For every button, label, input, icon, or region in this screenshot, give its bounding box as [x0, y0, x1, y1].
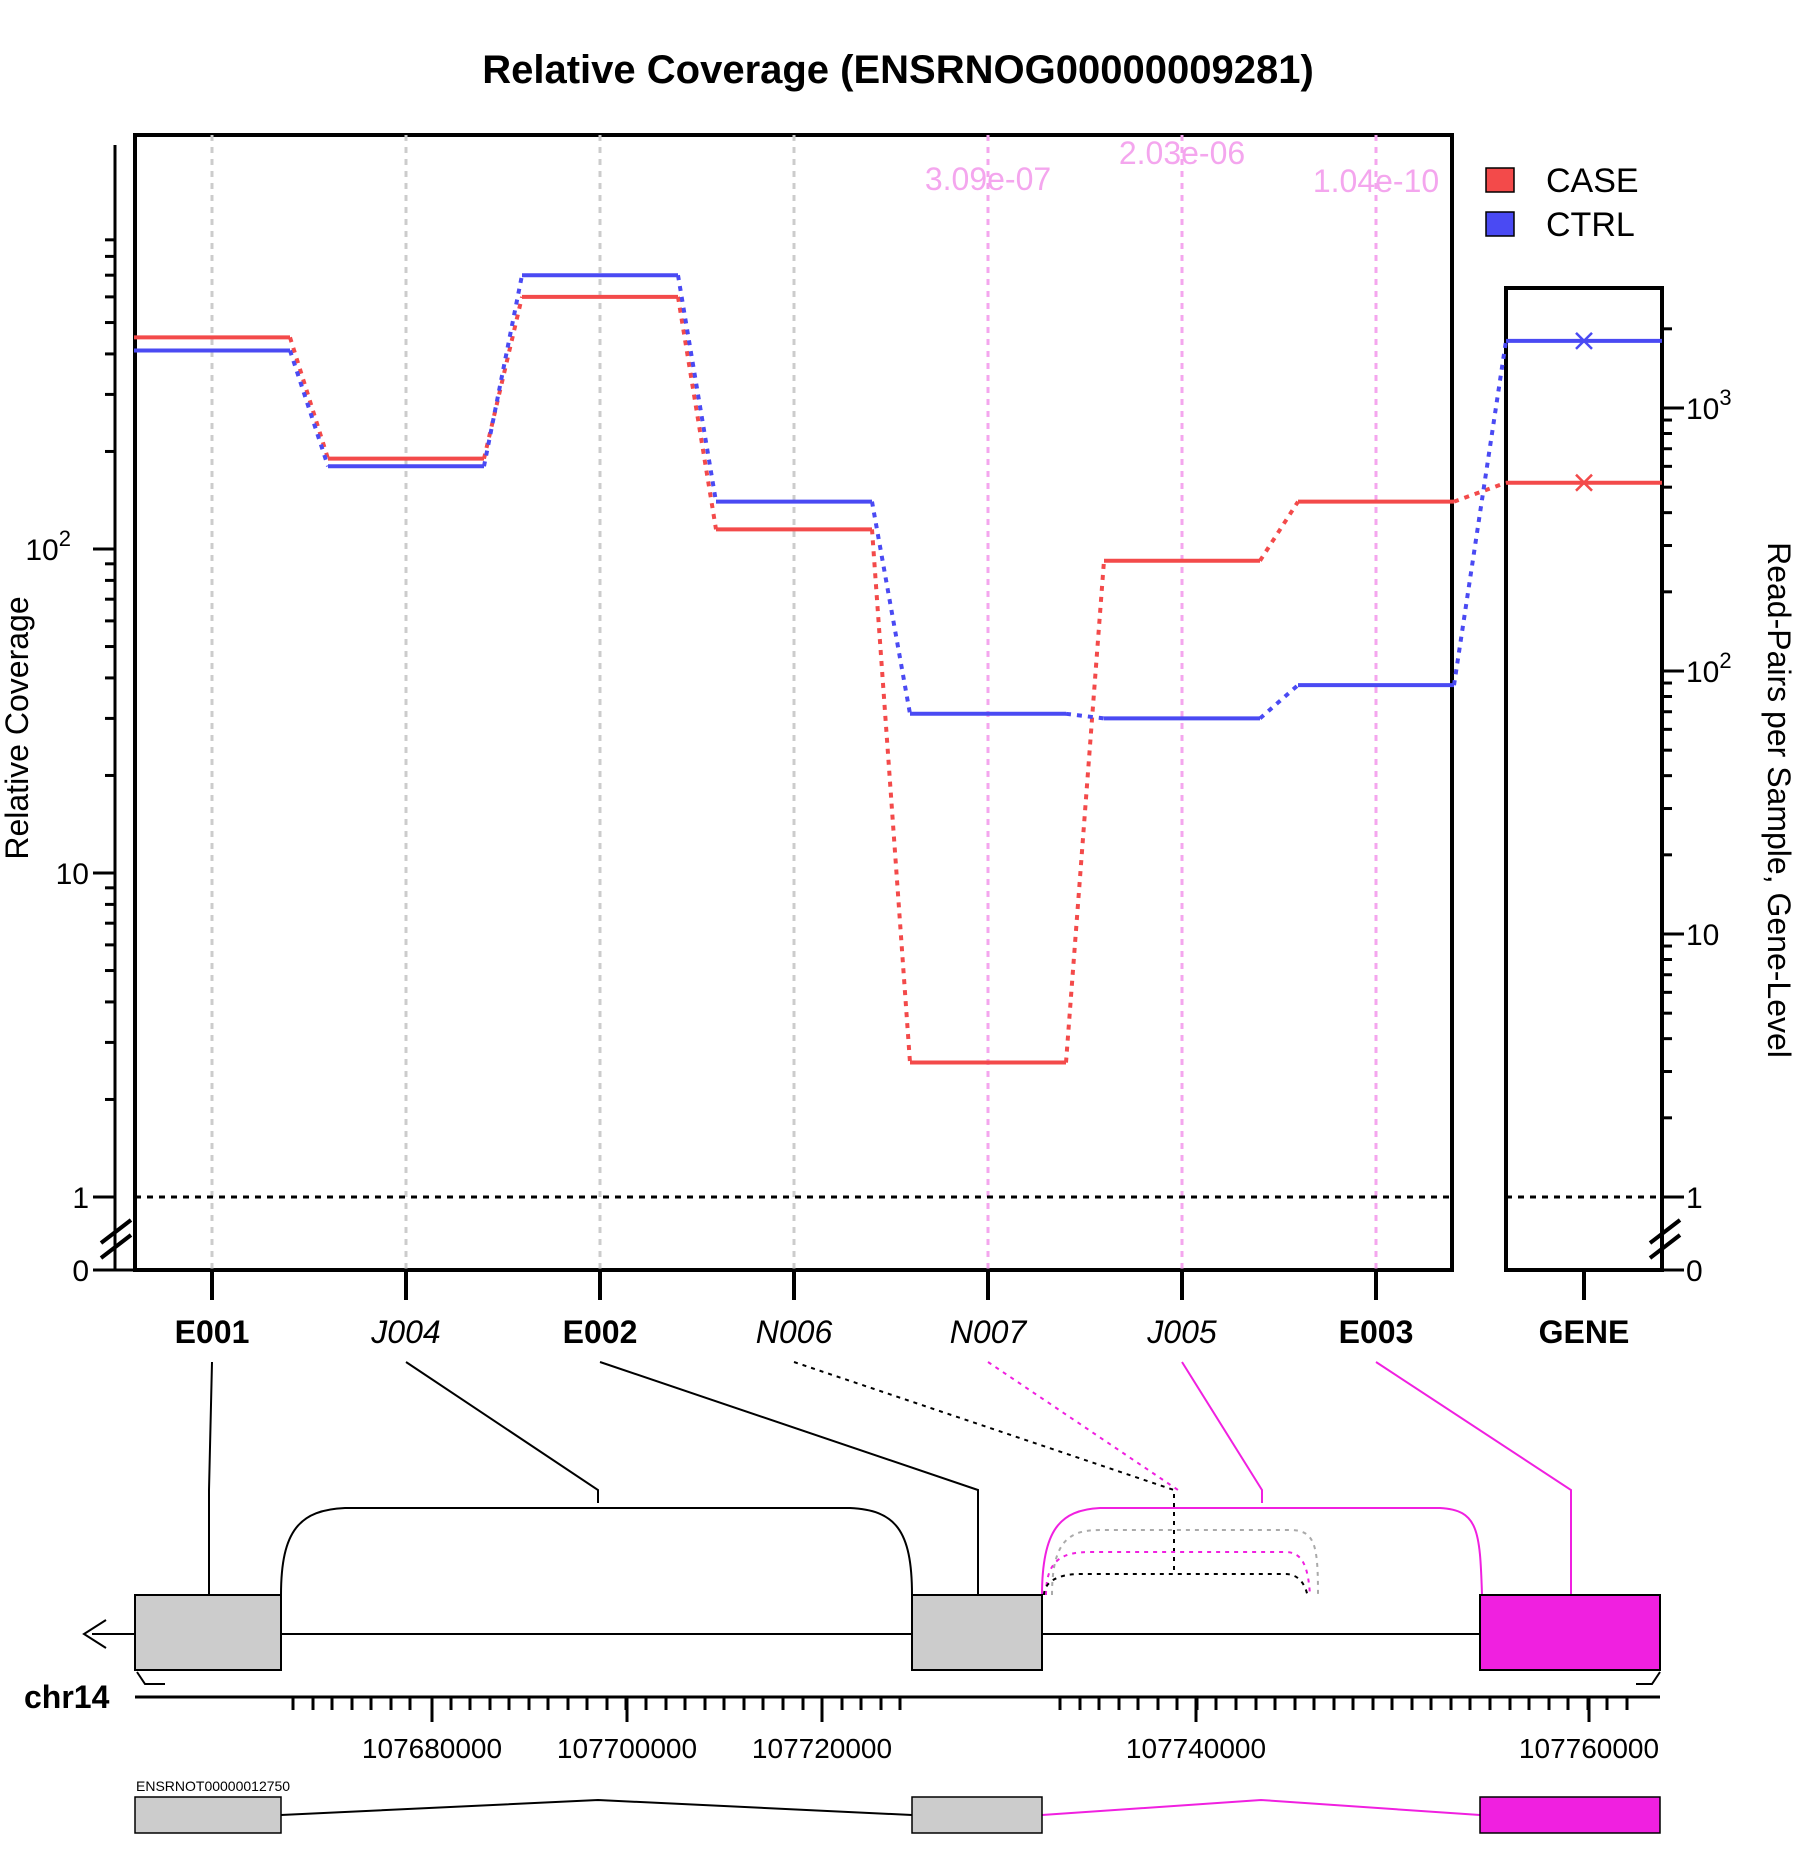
coord-label: 107720000	[752, 1733, 892, 1764]
novel-arc-n007	[1045, 1551, 1311, 1596]
axis-break-left-icon	[99, 1218, 133, 1260]
strand-arrow-icon	[82, 1619, 107, 1649]
legend-swatch-case	[1485, 167, 1515, 193]
series-ctrl-connector	[1065, 711, 1105, 721]
feature-label-e003: E003	[1339, 1314, 1414, 1350]
chart-title: Relative Coverage (ENSRNOG00000009281)	[482, 48, 1314, 92]
series-case-connector	[1064, 560, 1106, 1063]
transcript-label: ENSRNOT00000012750	[136, 1778, 290, 1794]
feature-connectors	[208, 1361, 1572, 1595]
coord-label: 107740000	[1126, 1733, 1266, 1764]
y-tick-label-right: 102	[1686, 648, 1732, 689]
series-ctrl-connector	[870, 501, 912, 715]
y-tick-label-right: 10	[1686, 919, 1719, 952]
coord-label: 107700000	[557, 1733, 697, 1764]
series-case-connector	[870, 529, 912, 1063]
coord-label: 107760000	[1519, 1733, 1659, 1764]
series-ctrl-gene-connector	[1452, 340, 1508, 686]
pvalue-label-j005: 2.03e-06	[1119, 135, 1245, 171]
feature-label-n006: N006	[756, 1314, 833, 1350]
series-case-gene-connector	[1453, 480, 1507, 504]
y-tick-label-left: 1	[72, 1182, 89, 1215]
chromosome-label: chr14	[24, 1679, 110, 1715]
exon-e003	[1479, 1594, 1661, 1671]
series-ctrl-connector	[1258, 683, 1300, 720]
series-case-connector	[676, 296, 718, 530]
transcript-intron-2	[1041, 1798, 1481, 1816]
transcript-exon-3	[1479, 1796, 1661, 1834]
gene-column-label: GENE	[1539, 1314, 1630, 1350]
connector-e002	[599, 1361, 979, 1595]
gene-plot-frame	[1504, 286, 1664, 1272]
exon-e001	[134, 1594, 282, 1671]
exon-e002	[911, 1594, 1043, 1671]
axis-break-right-icon	[1648, 1218, 1682, 1260]
connector-n007	[987, 1361, 1179, 1491]
junction-arc-j004	[280, 1507, 913, 1596]
legend-label-ctrl: CTRL	[1546, 206, 1635, 244]
gene-span-bracket-right	[1636, 1671, 1661, 1685]
feature-label-j005: J005	[1146, 1314, 1217, 1350]
gene-model	[82, 1507, 1661, 1685]
y-tick-label-left: 102	[25, 526, 71, 567]
junction-arc-j005	[1041, 1507, 1483, 1596]
feature-label-j004: J004	[370, 1314, 440, 1350]
legend-label-case: CASE	[1546, 162, 1639, 200]
y-tick-label-left: 10	[56, 858, 89, 891]
connector-j005	[1181, 1361, 1263, 1503]
series-case-connector	[288, 336, 330, 460]
legend-swatch-ctrl	[1485, 211, 1515, 237]
transcript-exon-1	[134, 1796, 282, 1834]
series-ctrl-connector	[288, 349, 330, 467]
gene-span-bracket-left	[136, 1671, 165, 1685]
chromosome-axis: chr14 107680000 107700000 107720000 1077400…	[24, 1679, 1660, 1764]
coord-label: 107680000	[362, 1733, 502, 1764]
connector-e001	[208, 1361, 213, 1595]
series-ctrl-connector	[676, 274, 718, 502]
novel-arc-n006	[1043, 1573, 1309, 1599]
novel-arc-grey	[1051, 1529, 1319, 1596]
pvalue-label-n007: 3.09e-07	[925, 161, 1051, 197]
y-tick-label-right: 0	[1686, 1255, 1703, 1288]
connector-e003	[1375, 1361, 1572, 1595]
transcript-intron-1	[280, 1798, 913, 1816]
transcript-exon-2	[911, 1796, 1043, 1834]
y-axis-title-left: Relative Coverage	[0, 596, 35, 859]
series-case-connector	[1258, 500, 1300, 562]
series-case-gene-marker-icon	[1575, 473, 1593, 492]
y-tick-label-right: 103	[1686, 385, 1732, 426]
y-tick-label-right: 1	[1686, 1182, 1703, 1215]
feature-label-n007: N007	[950, 1314, 1028, 1350]
feature-label-e001: E001	[175, 1314, 250, 1350]
transcript-track: ENSRNOT00000012750	[134, 1778, 1661, 1834]
connector-j004	[405, 1361, 599, 1503]
connector-n006	[793, 1361, 1175, 1572]
pvalue-label-e003: 1.04e-10	[1313, 163, 1439, 199]
feature-label-e002: E002	[563, 1314, 638, 1350]
y-tick-label-left: 0	[72, 1255, 89, 1288]
y-axis-title-right: Read-Pairs per Sample, Gene-Level	[1761, 542, 1797, 1058]
legend: CASE CTRL	[1485, 162, 1639, 244]
series-ctrl-gene-marker-icon	[1575, 331, 1593, 350]
